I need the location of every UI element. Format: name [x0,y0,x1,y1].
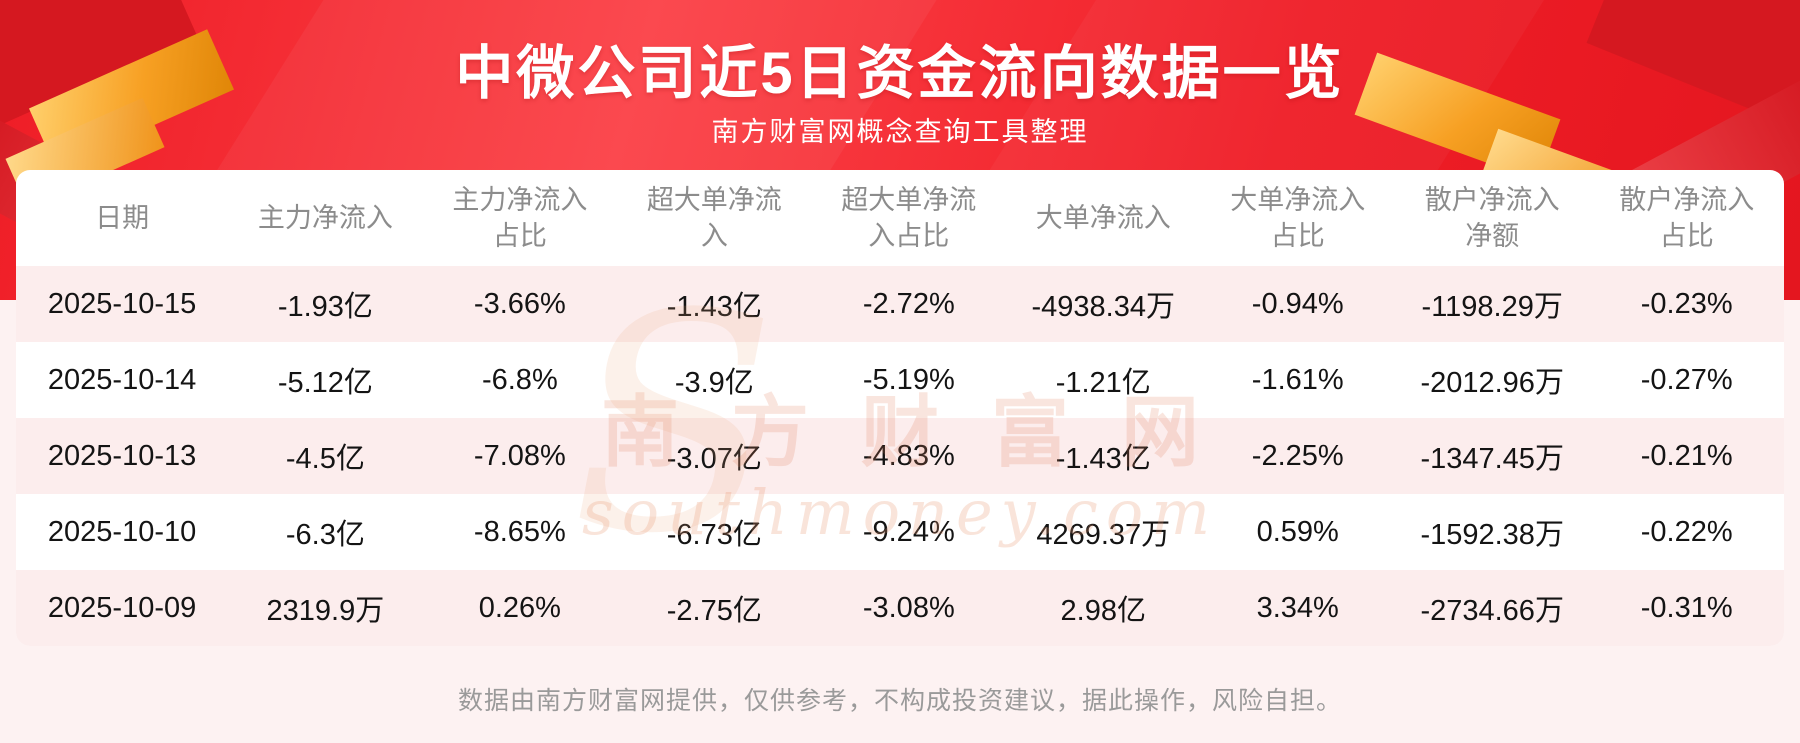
value-cell: 0.59% [1256,515,1339,548]
value-cell: 2.98亿 [1060,595,1146,627]
value-cell: -2.25% [1251,439,1344,472]
value-cell: -2.75亿 [666,595,762,627]
value-cell: 4269.37万 [1036,519,1171,551]
value-cell: -1.93亿 [277,291,373,323]
value-cell: -0.31% [1640,591,1733,624]
table-row: 2025-10-09 2319.9万 0.26% -2.75亿 -3.08% 2.98亿 3… [16,570,1784,646]
value-cell: 3.34% [1256,591,1339,624]
value-cell: -1.43亿 [1055,443,1151,475]
value-cell: -0.21% [1640,439,1733,472]
value-cell: 0.26% [478,591,561,624]
value-cell: -4938.34万 [1031,291,1176,323]
date-cell: 2025-10-14 [47,363,197,396]
column-header: 超大单净流入 [646,184,782,251]
value-cell: -0.27% [1640,363,1733,396]
column-header: 散户净流入占比 [1619,184,1755,251]
fund-flow-table: 日期 主力净流入 主力净流入占比 超大单净流入 超大单净流入占比 大单净流入 大单净流入占比… [16,170,1784,646]
column-header: 大单净流入 [1035,202,1171,233]
page-title: 中微公司近5日资金流向数据一览 [455,41,1345,106]
page-subtitle: 南方财富网概念查询工具整理 [711,117,1089,147]
date-cell: 2025-10-09 [47,591,197,624]
table-row: 2025-10-13 -4.5亿 -7.08% -3.07亿 -4.83% -1.43亿 -… [16,418,1784,494]
value-cell: -2012.96万 [1420,367,1564,399]
value-cell: -1347.45万 [1420,443,1564,475]
column-header: 大单净流入占比 [1230,184,1366,251]
value-cell: -4.5亿 [285,443,365,475]
column-header: 主力净流入 [257,202,393,233]
value-cell: -5.12亿 [277,367,373,399]
column-header: 日期 [95,202,150,233]
value-cell: -0.94% [1251,287,1344,320]
value-cell: -8.65% [473,515,566,548]
table-row: 2025-10-15 -1.93亿 -3.66% -1.43亿 -2.72% -4938.… [16,266,1784,342]
value-cell: -3.07亿 [666,443,762,475]
value-cell: -2734.66万 [1420,595,1564,627]
value-cell: 2319.9万 [266,595,385,627]
value-cell: -2.72% [862,287,955,320]
value-cell: -6.3亿 [285,519,365,551]
value-cell: -6.73亿 [666,519,762,551]
value-cell: -3.66% [473,287,566,320]
value-cell: -6.8% [481,363,558,396]
table-row: 2025-10-10 -6.3亿 -8.65% -6.73亿 -9.24% 4269.37… [16,494,1784,570]
date-cell: 2025-10-15 [47,287,197,320]
value-cell: -1.43亿 [666,291,762,323]
value-cell: -7.08% [473,439,566,472]
disclaimer-text: 数据由南方财富网提供，仅供参考，不构成投资建议，据此操作，风险自担。 [457,687,1342,715]
date-cell: 2025-10-10 [47,515,197,548]
column-header: 主力净流入占比 [452,184,588,251]
table-header-row: 日期 主力净流入 主力净流入占比 超大单净流入 超大单净流入占比 大单净流入 大单净流入占比… [16,170,1784,266]
value-cell: -9.24% [862,515,955,548]
value-cell: -3.08% [862,591,955,624]
value-cell: -5.19% [862,363,955,396]
value-cell: -1.61% [1251,363,1344,396]
value-cell: -0.23% [1640,287,1733,320]
value-cell: -1198.29万 [1421,291,1563,323]
value-cell: -1.21亿 [1055,367,1151,399]
date-cell: 2025-10-13 [47,439,197,472]
value-cell: -4.83% [862,439,955,472]
fund-flow-table-card: 日期 主力净流入 主力净流入占比 超大单净流入 超大单净流入占比 大单净流入 大单净流入占比… [16,170,1784,646]
column-header: 散户净流入净额 [1424,184,1560,251]
column-header: 超大单净流入占比 [841,184,977,251]
value-cell: -3.9亿 [674,367,754,399]
value-cell: -1592.38万 [1420,519,1564,551]
value-cell: -0.22% [1640,515,1733,548]
table-row: 2025-10-14 -5.12亿 -6.8% -3.9亿 -5.19% -1.21亿 -1… [16,342,1784,418]
